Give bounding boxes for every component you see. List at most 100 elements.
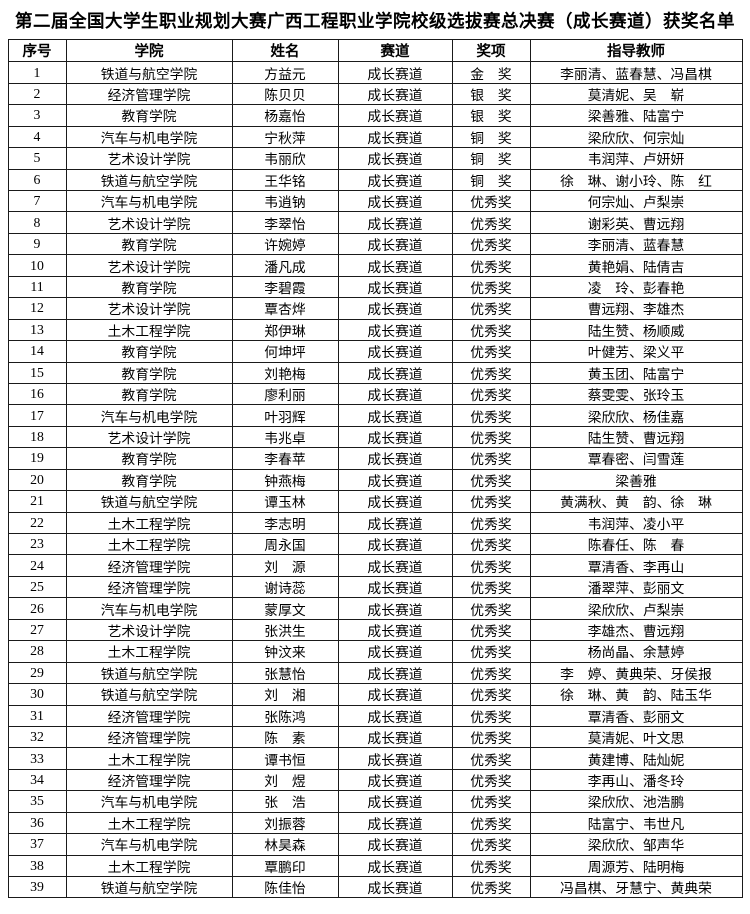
table-row: 17 汽车与机电学院 叶羽辉 成长赛道 优秀奖 梁欣欣、杨佳嘉 xyxy=(7,404,743,427)
cell-advisors: 叶健芳、梁义平 xyxy=(529,340,743,363)
cell-award: 铜 奖 xyxy=(451,168,531,192)
table-row: 20 教育学院 钟燕梅 成长赛道 优秀奖 梁善雅 xyxy=(7,468,743,492)
cell-award: 优秀奖 xyxy=(451,704,531,727)
cell-name: 刘振蓉 xyxy=(231,811,339,835)
cell-track: 成长赛道 xyxy=(337,404,453,427)
cell-advisors: 莫清妮、叶文思 xyxy=(529,725,743,749)
cell-index: 10 xyxy=(7,254,67,277)
cell-college: 艺术设计学院 xyxy=(65,425,233,449)
cell-track: 成长赛道 xyxy=(337,361,453,384)
table-row: 13 土木工程学院 郑伊琳 成长赛道 优秀奖 陆生赞、杨顺威 xyxy=(7,318,743,342)
cell-advisors: 黄满秋、黄 韵、徐 琳 xyxy=(529,490,743,513)
cell-award: 优秀奖 xyxy=(451,404,531,427)
cell-name: 张慧怡 xyxy=(231,661,339,685)
table-row: 39 铁道与航空学院 陈佳怡 成长赛道 优秀奖 冯昌棋、牙慧宁、黄典荣 xyxy=(7,876,743,899)
cell-college: 汽车与机电学院 xyxy=(65,833,233,856)
cell-college: 汽车与机电学院 xyxy=(65,125,233,149)
cell-name: 李翠怡 xyxy=(231,211,339,234)
cell-track: 成长赛道 xyxy=(337,147,453,170)
cell-track: 成长赛道 xyxy=(337,425,453,449)
cell-track: 成长赛道 xyxy=(337,597,453,620)
table-row: 27 艺术设计学院 张洪生 成长赛道 优秀奖 李雄杰、曹远翔 xyxy=(7,618,743,642)
cell-college: 经济管理学院 xyxy=(65,82,233,106)
cell-award: 优秀奖 xyxy=(451,640,531,663)
cell-award: 优秀奖 xyxy=(451,447,531,470)
cell-advisors: 冯昌棋、牙慧宁、黄典荣 xyxy=(529,876,743,899)
cell-advisors: 曹远翔、李雄杰 xyxy=(529,297,743,320)
cell-index: 37 xyxy=(7,833,67,856)
cell-award: 银 奖 xyxy=(451,104,531,127)
header-cell-index: 序号 xyxy=(7,38,67,63)
table-row: 6 铁道与航空学院 王华铭 成长赛道 铜 奖 徐 琳、谢小玲、陈 红 xyxy=(7,168,743,192)
cell-college: 汽车与机电学院 xyxy=(65,190,233,213)
cell-college: 汽车与机电学院 xyxy=(65,790,233,813)
cell-advisors: 梁欣欣、邹声华 xyxy=(529,833,743,856)
cell-award: 优秀奖 xyxy=(451,382,531,406)
cell-college: 铁道与航空学院 xyxy=(65,490,233,513)
cell-advisors: 陆生赞、曹远翔 xyxy=(529,425,743,449)
cell-advisors: 潘翠萍、彭丽文 xyxy=(529,575,743,599)
cell-award: 优秀奖 xyxy=(451,876,531,899)
cell-college: 教育学院 xyxy=(65,104,233,127)
table-header: 序号 学院 姓名 赛道 奖项 指导教师 xyxy=(7,38,743,63)
cell-index: 39 xyxy=(7,876,67,899)
cell-award: 优秀奖 xyxy=(451,275,531,299)
table-row: 12 艺术设计学院 覃杏烨 成长赛道 优秀奖 曹远翔、李雄杰 xyxy=(7,297,743,320)
cell-track: 成长赛道 xyxy=(337,511,453,535)
cell-index: 33 xyxy=(7,747,67,770)
table-row: 24 经济管理学院 刘 源 成长赛道 优秀奖 覃清香、李再山 xyxy=(7,554,743,577)
cell-advisors: 梁欣欣、卢梨崇 xyxy=(529,597,743,620)
cell-name: 韦逍钠 xyxy=(231,190,339,213)
cell-track: 成长赛道 xyxy=(337,340,453,363)
cell-track: 成长赛道 xyxy=(337,211,453,234)
cell-college: 经济管理学院 xyxy=(65,725,233,749)
cell-track: 成长赛道 xyxy=(337,275,453,299)
cell-award: 优秀奖 xyxy=(451,211,531,234)
cell-index: 11 xyxy=(7,275,67,299)
cell-track: 成长赛道 xyxy=(337,725,453,749)
cell-advisors: 韦润萍、卢妍妍 xyxy=(529,147,743,170)
cell-index: 29 xyxy=(7,661,67,685)
cell-index: 6 xyxy=(7,168,67,192)
cell-advisors: 李雄杰、曹远翔 xyxy=(529,618,743,642)
cell-name: 李春苹 xyxy=(231,447,339,470)
table-row: 36 土木工程学院 刘振蓉 成长赛道 优秀奖 陆富宁、韦世凡 xyxy=(7,811,743,835)
table-row: 19 教育学院 李春苹 成长赛道 优秀奖 覃春密、闫雪莲 xyxy=(7,447,743,470)
cell-award: 优秀奖 xyxy=(451,554,531,577)
cell-college: 铁道与航空学院 xyxy=(65,876,233,899)
table-row: 5 艺术设计学院 韦丽欣 成长赛道 铜 奖 韦润萍、卢妍妍 xyxy=(7,147,743,170)
cell-award: 优秀奖 xyxy=(451,511,531,535)
cell-advisors: 黄玉团、陆富宁 xyxy=(529,361,743,384)
cell-name: 钟燕梅 xyxy=(231,468,339,492)
cell-award: 优秀奖 xyxy=(451,854,531,878)
table-row: 38 土木工程学院 覃鹏印 成长赛道 优秀奖 周源芳、陆明梅 xyxy=(7,854,743,878)
cell-college: 教育学院 xyxy=(65,447,233,470)
cell-college: 艺术设计学院 xyxy=(65,297,233,320)
cell-index: 2 xyxy=(7,82,67,106)
cell-award: 优秀奖 xyxy=(451,790,531,813)
cell-track: 成长赛道 xyxy=(337,704,453,727)
cell-name: 刘艳梅 xyxy=(231,361,339,384)
cell-award: 优秀奖 xyxy=(451,254,531,277)
cell-index: 24 xyxy=(7,554,67,577)
cell-index: 32 xyxy=(7,725,67,749)
cell-index: 23 xyxy=(7,533,67,556)
cell-college: 土木工程学院 xyxy=(65,511,233,535)
table-row: 25 经济管理学院 谢诗蕊 成长赛道 优秀奖 潘翠萍、彭丽文 xyxy=(7,575,743,599)
cell-award: 优秀奖 xyxy=(451,725,531,749)
cell-name: 陈贝贝 xyxy=(231,82,339,106)
cell-college: 土木工程学院 xyxy=(65,747,233,770)
cell-index: 18 xyxy=(7,425,67,449)
cell-college: 艺术设计学院 xyxy=(65,211,233,234)
cell-index: 21 xyxy=(7,490,67,513)
cell-track: 成长赛道 xyxy=(337,104,453,127)
cell-college: 汽车与机电学院 xyxy=(65,404,233,427)
cell-college: 铁道与航空学院 xyxy=(65,168,233,192)
cell-award: 优秀奖 xyxy=(451,468,531,492)
cell-advisors: 杨尚晶、余慧婷 xyxy=(529,640,743,663)
cell-index: 19 xyxy=(7,447,67,470)
cell-track: 成长赛道 xyxy=(337,683,453,706)
cell-track: 成长赛道 xyxy=(337,661,453,685)
table-row: 23 土木工程学院 周永国 成长赛道 优秀奖 陈春任、陈 春 xyxy=(7,533,743,556)
cell-advisors: 韦润萍、凌小平 xyxy=(529,511,743,535)
